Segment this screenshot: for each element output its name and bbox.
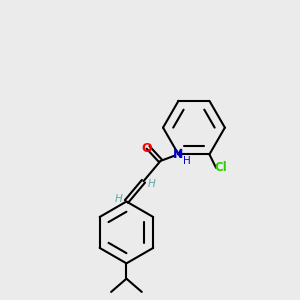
Text: H: H	[114, 194, 122, 204]
Text: H: H	[184, 156, 191, 166]
Text: H: H	[148, 179, 156, 189]
Text: O: O	[141, 142, 152, 154]
Text: N: N	[173, 148, 184, 161]
Text: Cl: Cl	[215, 161, 227, 174]
